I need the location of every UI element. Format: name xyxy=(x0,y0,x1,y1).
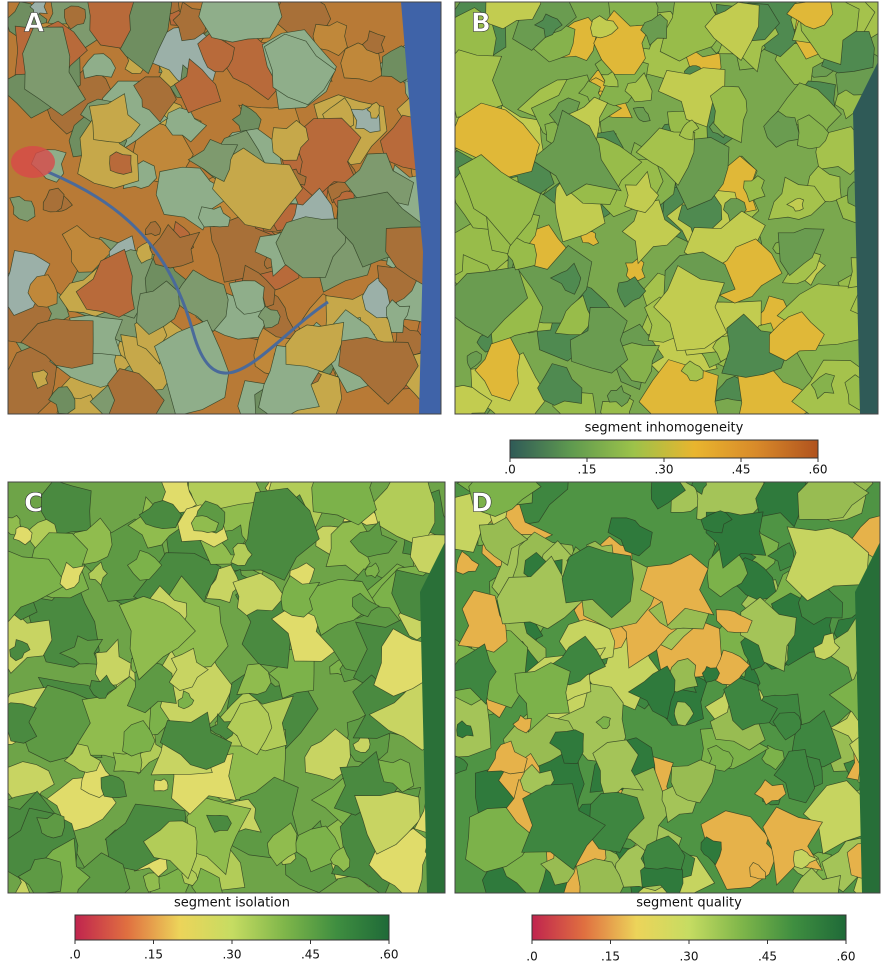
segment xyxy=(199,0,282,42)
map xyxy=(0,0,483,446)
figure: A B C Dsegment inhomogeneity .0 .15 .30 .45 .60 s… xyxy=(0,0,881,969)
tick-label: .60 xyxy=(836,950,855,964)
colorbar-title: segment inhomogeneity xyxy=(585,421,744,436)
tick-label: .30 xyxy=(679,950,698,964)
panel-label: B xyxy=(471,9,491,39)
tick-label: .15 xyxy=(577,463,596,477)
tick-label: .45 xyxy=(731,463,750,477)
panel-label: A xyxy=(24,9,44,39)
segment xyxy=(154,779,168,791)
tick-label: .0 xyxy=(504,463,515,477)
panel-label: C xyxy=(24,489,43,519)
colorbar xyxy=(532,915,846,940)
tick-label: .15 xyxy=(601,950,620,964)
colorbar-title: segment quality xyxy=(636,896,742,911)
map xyxy=(0,450,488,930)
colorbar xyxy=(75,915,389,940)
tick-label: .15 xyxy=(144,948,163,962)
tick-label: .0 xyxy=(526,950,537,964)
colorbar-title: segment isolation xyxy=(174,896,290,911)
tick-label: .0 xyxy=(69,948,80,962)
tick-label: .30 xyxy=(654,463,673,477)
tick-label: .45 xyxy=(758,950,777,964)
tick-label: .60 xyxy=(379,948,398,962)
tick-label: .45 xyxy=(301,948,320,962)
urban xyxy=(11,146,55,178)
colorbar xyxy=(510,440,818,458)
tick-label: .60 xyxy=(808,463,827,477)
panel-label: D xyxy=(471,489,493,519)
map xyxy=(431,0,881,448)
segment xyxy=(113,752,142,772)
tick-label: .30 xyxy=(222,948,241,962)
segment xyxy=(110,152,132,175)
